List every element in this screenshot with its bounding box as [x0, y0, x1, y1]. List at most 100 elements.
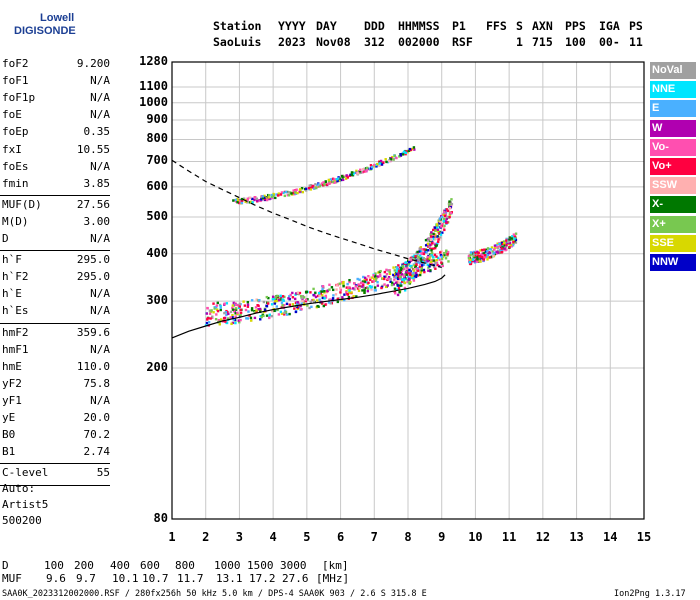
echo-point — [361, 285, 364, 288]
echo-point — [346, 176, 350, 179]
echo-point — [213, 307, 216, 310]
echo-point — [393, 278, 396, 281]
echo-point — [323, 291, 326, 294]
echo-point — [442, 217, 446, 221]
echo-point — [232, 301, 236, 305]
echo-point — [236, 312, 239, 316]
echo-point — [276, 308, 279, 312]
echo-point — [513, 235, 517, 238]
echo-point — [432, 237, 436, 241]
echo-point — [238, 201, 241, 205]
echo-point — [288, 295, 291, 298]
echo-points — [204, 146, 518, 327]
param-name: B1 — [2, 445, 16, 459]
echo-point — [407, 149, 411, 153]
echo-point — [410, 259, 414, 262]
echo-point — [435, 255, 438, 258]
echo-point — [273, 302, 276, 305]
echo-point — [260, 196, 263, 200]
param-row: fxI 10.55 — [2, 143, 110, 159]
echo-point — [276, 294, 279, 298]
echo-point — [250, 308, 254, 312]
echo-point — [469, 258, 472, 262]
echo-point — [279, 294, 282, 297]
footer-d-value: 100 — [44, 559, 64, 572]
echo-point — [237, 319, 240, 322]
echo-point — [324, 303, 327, 306]
echo-point — [447, 260, 450, 263]
footer-d-unit: [km] — [322, 559, 349, 572]
echo-point — [382, 161, 385, 165]
echo-point — [274, 300, 277, 303]
echo-point — [507, 240, 510, 243]
echo-point — [428, 257, 431, 260]
echo-point — [236, 197, 239, 201]
echo-point — [365, 281, 368, 284]
echo-point — [363, 286, 367, 290]
echo-point — [394, 281, 398, 284]
echo-point — [268, 313, 271, 316]
echo-point — [469, 253, 472, 257]
echo-point — [271, 196, 274, 200]
echo-point — [291, 291, 294, 295]
echo-point — [403, 276, 406, 279]
param-row: yF2 75.8 — [2, 377, 110, 393]
echo-point — [363, 278, 366, 282]
param-value: 75.8 — [83, 376, 111, 390]
echo-point — [379, 274, 382, 278]
echo-point — [361, 280, 365, 283]
echo-point — [402, 275, 406, 278]
echo-point — [473, 260, 476, 263]
echo-point — [248, 201, 252, 204]
param-row: B0 70.2 — [2, 428, 110, 444]
echo-point — [320, 183, 323, 186]
header-label: S — [516, 19, 523, 33]
param-row: yE 20.0 — [2, 411, 110, 427]
param-value: N/A — [90, 108, 110, 122]
header-label: Station — [213, 19, 262, 33]
echo-point — [369, 167, 373, 170]
echo-point — [430, 252, 433, 256]
echo-point — [293, 297, 297, 301]
header-label: DDD — [364, 19, 385, 33]
echo-point — [363, 289, 366, 292]
echo-point — [440, 250, 443, 253]
echo-point — [445, 217, 448, 221]
echo-point — [407, 271, 410, 275]
echo-point — [395, 273, 398, 276]
echo-point — [304, 290, 308, 294]
echo-point — [219, 318, 223, 321]
echo-point — [391, 155, 394, 159]
param-value: 55 — [96, 466, 110, 480]
echo-point — [439, 233, 443, 236]
echo-point — [344, 177, 348, 180]
echo-point — [368, 278, 372, 282]
echo-point — [321, 302, 324, 305]
echo-point — [490, 246, 494, 249]
echo-point — [397, 287, 401, 290]
echo-point — [508, 236, 511, 239]
echo-point — [413, 268, 416, 271]
echo-point — [234, 321, 237, 325]
echo-point — [331, 180, 335, 184]
param-name: foF1p — [2, 91, 36, 105]
echo-point — [414, 260, 417, 264]
echo-point — [265, 314, 269, 317]
echo-point — [405, 150, 408, 153]
param-row: foF2 9.200 — [2, 57, 110, 73]
echo-point — [315, 299, 319, 302]
echo-point — [356, 277, 359, 281]
echo-point — [345, 174, 348, 177]
echo-point — [478, 255, 482, 258]
echo-point — [263, 194, 266, 198]
echo-point — [414, 264, 418, 268]
echo-point — [283, 311, 286, 315]
echo-point — [267, 194, 271, 197]
echo-point — [434, 229, 437, 232]
echo-point — [353, 288, 356, 291]
echo-point — [434, 267, 437, 270]
echo-point — [242, 197, 246, 200]
echo-point — [419, 271, 423, 274]
echo-point — [403, 278, 406, 281]
echo-point — [388, 269, 391, 272]
